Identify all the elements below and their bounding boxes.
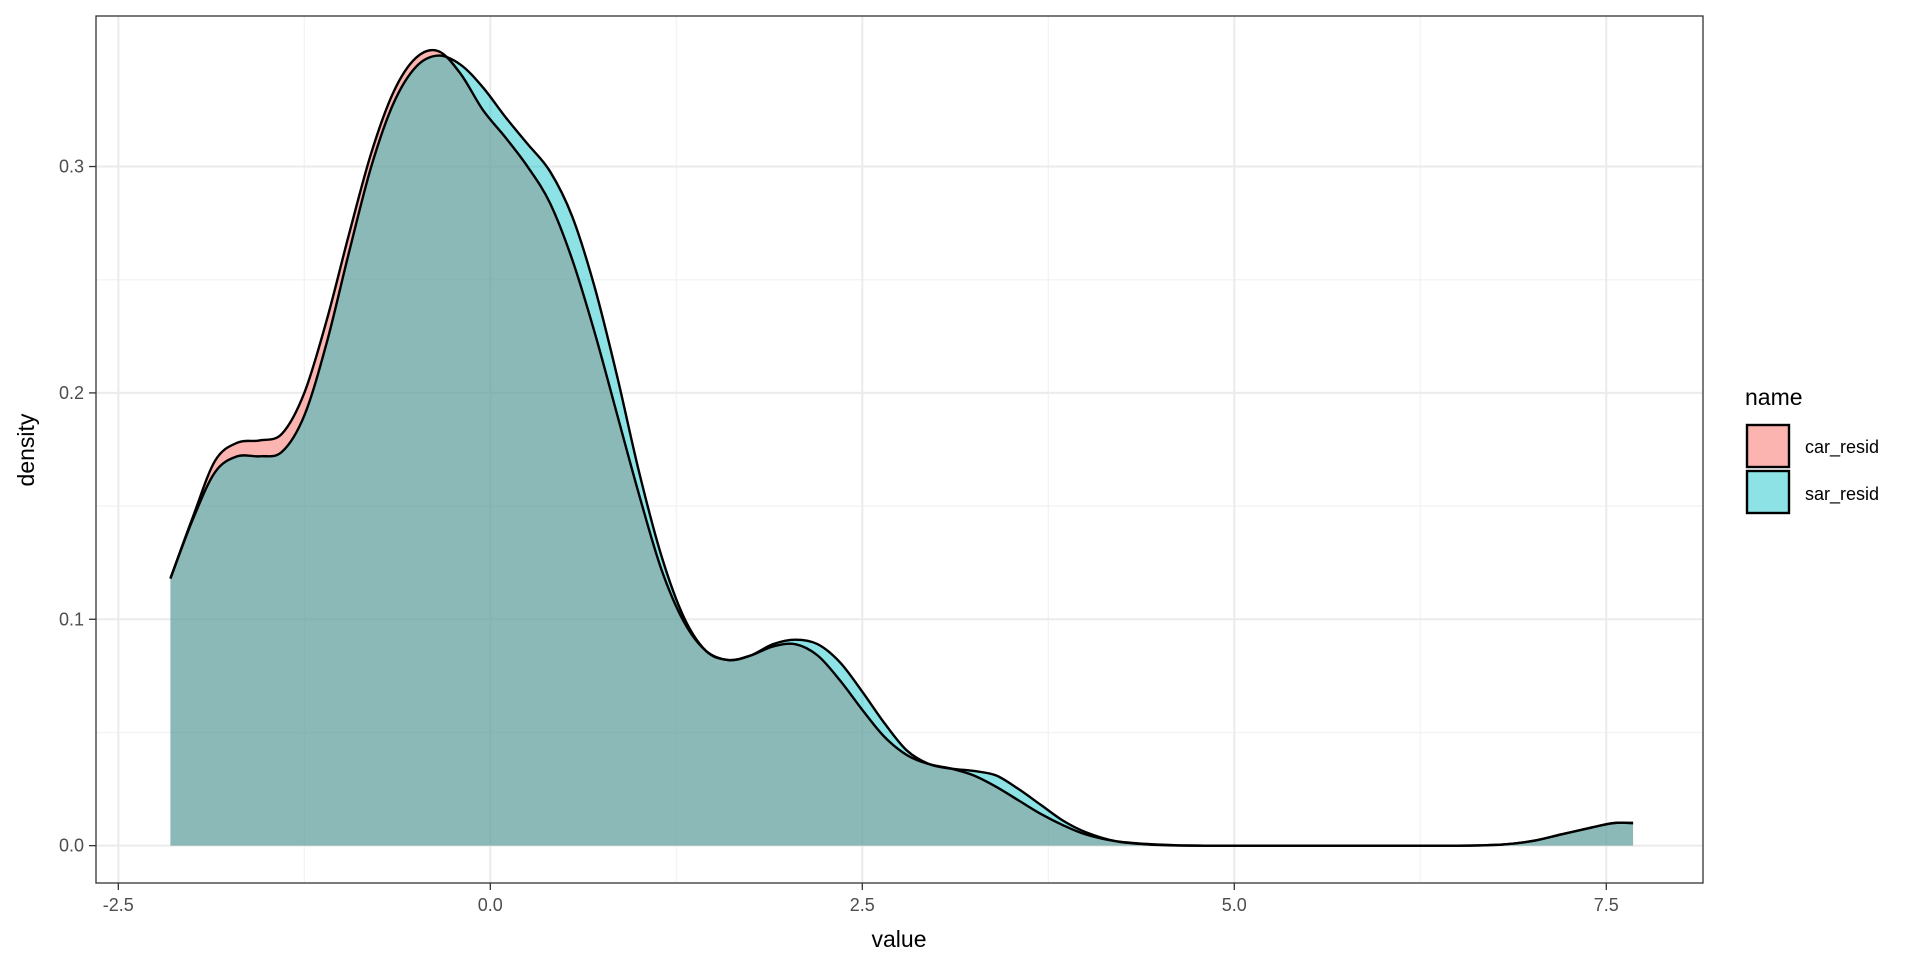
legend-key-sar-resid <box>1745 469 1791 515</box>
density-line-sar-resid <box>169 54 1634 847</box>
legend-title: name <box>1745 384 1803 410</box>
legend-label-car-resid: car_resid <box>1805 437 1879 458</box>
density-lines <box>169 48 1634 847</box>
x-tick-label: 2.5 <box>850 895 875 915</box>
density-area-sar-resid <box>170 55 1634 846</box>
density-area-car-resid <box>170 50 1634 846</box>
x-tick-label: 5.0 <box>1222 895 1247 915</box>
y-tick-label: 0.0 <box>59 836 84 856</box>
legend-label-sar-resid: sar_resid <box>1805 484 1879 505</box>
y-tick-label: 0.3 <box>59 157 84 177</box>
legend-key-car-resid <box>1745 423 1791 469</box>
density-areas <box>170 50 1634 846</box>
x-tick-label: 7.5 <box>1594 895 1619 915</box>
legend: name car_resid sar_resid <box>1745 384 1879 515</box>
y-axis-title: density <box>13 413 39 486</box>
y-tick-label: 0.1 <box>59 609 84 629</box>
x-axis-title: value <box>872 926 927 952</box>
y-tick-label: 0.2 <box>59 383 84 403</box>
x-tick-label: -2.5 <box>103 895 134 915</box>
x-tick-label: 0.0 <box>478 895 503 915</box>
panel-border <box>95 15 1704 884</box>
x-axis: -2.5 0.0 2.5 5.0 7.5 <box>103 883 1619 915</box>
y-axis: 0.0 0.1 0.2 0.3 <box>59 157 96 856</box>
